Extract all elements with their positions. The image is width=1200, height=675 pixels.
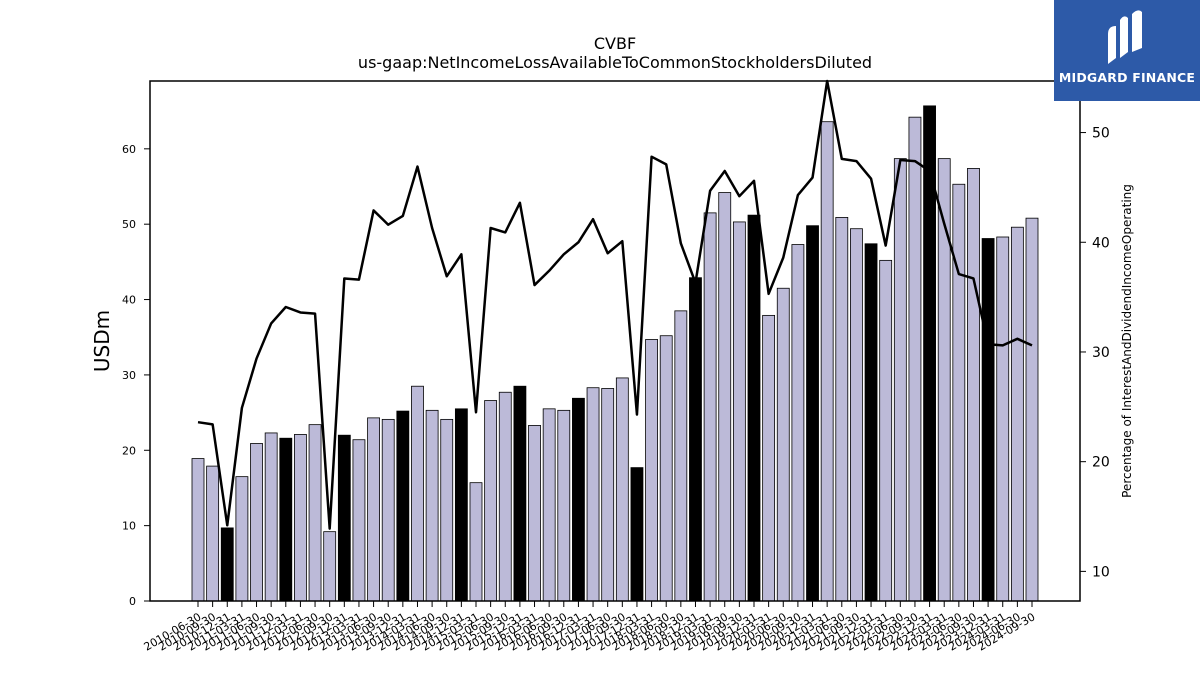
bar-2017-03-31 [586, 387, 600, 602]
bar-2013-09-30 [381, 418, 395, 602]
bar-2015-09-30 [498, 391, 512, 602]
bar-2011-03-31 [235, 476, 249, 602]
bar-2010-06-30 [191, 458, 205, 602]
bar-2022-09-30 [908, 116, 922, 602]
bar-2022-06-30 [893, 158, 907, 602]
bar-2018-12-31 [689, 277, 702, 602]
bar-2023-06-30 [952, 183, 966, 602]
bar-2016-03-31 [528, 425, 541, 602]
bar-2021-09-30 [850, 228, 863, 602]
chart-title: CVBF [594, 34, 636, 53]
bar-2015-06-30 [484, 400, 498, 602]
bar-2017-06-30 [601, 388, 615, 602]
x-axis: 2010-06-302010-09-302010-12-312011-03-31… [142, 601, 1038, 654]
bar-2022-03-31 [879, 259, 893, 602]
chart-subtitle: us-gaap:NetIncomeLossAvailableToCommonSt… [358, 53, 872, 72]
line-series [197, 79, 1033, 530]
bar-2021-06-30 [835, 217, 849, 602]
left-tick-label: 60 [122, 143, 136, 156]
ratio-line [197, 79, 1033, 530]
left-tick-label: 10 [122, 520, 136, 533]
bar-2018-03-31 [645, 339, 658, 602]
bar-2013-12-31 [396, 410, 410, 602]
bar-2012-06-30 [308, 424, 322, 602]
bar-2024-06-30 [1010, 226, 1024, 602]
bar-2020-09-30 [791, 244, 805, 602]
bar-2018-06-30 [659, 335, 673, 602]
bar-2023-12-31 [981, 238, 995, 602]
bar-2019-09-30 [732, 221, 746, 602]
bar-2014-09-30 [440, 418, 454, 602]
right-axis: 10 20 30 40 50 [1080, 126, 1110, 580]
bar-2015-03-31 [469, 482, 483, 602]
bar-2013-03-31 [352, 439, 366, 602]
brand-logo: MIDGARD FINANCE [1054, 0, 1200, 101]
midgard-logo-icon [1108, 10, 1142, 64]
left-axis-label: USDm [90, 310, 114, 372]
bar-2011-12-31 [279, 437, 293, 602]
bar-2019-12-31 [747, 214, 761, 602]
bar-2017-09-30 [615, 377, 629, 602]
bar-2012-12-31 [337, 434, 351, 602]
bar-2012-09-30 [323, 531, 337, 602]
bar-2014-12-31 [454, 408, 468, 602]
bar-2016-09-30 [557, 409, 571, 602]
left-tick-label: 50 [122, 218, 136, 231]
bar-2021-03-31 [820, 121, 834, 602]
bar-2019-03-31 [703, 212, 717, 602]
right-tick-label: 10 [1092, 564, 1110, 580]
right-tick-label: 40 [1092, 235, 1110, 251]
right-tick-label: 20 [1092, 455, 1110, 471]
bar-2014-03-31 [411, 385, 424, 602]
left-tick-label: 40 [122, 294, 136, 307]
bar-2017-12-31 [630, 467, 644, 602]
bar-2015-12-31 [513, 385, 527, 602]
left-axis: 0 10 20 30 40 50 60 [122, 143, 150, 608]
right-axis-label: Percentage of InterestAndDividendIncomeO… [1120, 184, 1134, 498]
left-tick-label: 30 [122, 369, 136, 382]
bar-2024-03-31 [996, 236, 1010, 602]
bar-2023-09-30 [967, 168, 980, 602]
bar-2020-06-30 [776, 287, 790, 602]
left-tick-label: 20 [122, 444, 136, 457]
plot-frame [149, 80, 1081, 602]
bar-2019-06-30 [718, 192, 732, 602]
bar-2021-12-31 [864, 243, 878, 602]
bar-2024-09-30 [1025, 217, 1039, 602]
bar-2010-12-31 [220, 527, 234, 602]
bar-2014-06-30 [425, 409, 439, 602]
right-tick-label: 50 [1092, 126, 1110, 142]
right-tick-label: 30 [1092, 345, 1110, 361]
bar-2022-12-31 [923, 105, 936, 602]
bar-2018-09-30 [674, 310, 688, 602]
bar-2011-06-30 [250, 443, 263, 602]
bar-2020-03-31 [762, 314, 776, 602]
bar-2010-09-30 [206, 465, 220, 602]
bar-2013-06-30 [367, 417, 380, 602]
bar-2020-12-31 [806, 225, 819, 602]
bar-2011-09-30 [264, 432, 278, 602]
bar-2016-12-31 [572, 397, 585, 602]
bar-2016-06-30 [542, 408, 556, 602]
left-tick-label: 0 [129, 595, 136, 608]
bar-2012-03-31 [294, 434, 307, 602]
brand-name: MIDGARD FINANCE [1058, 70, 1196, 85]
